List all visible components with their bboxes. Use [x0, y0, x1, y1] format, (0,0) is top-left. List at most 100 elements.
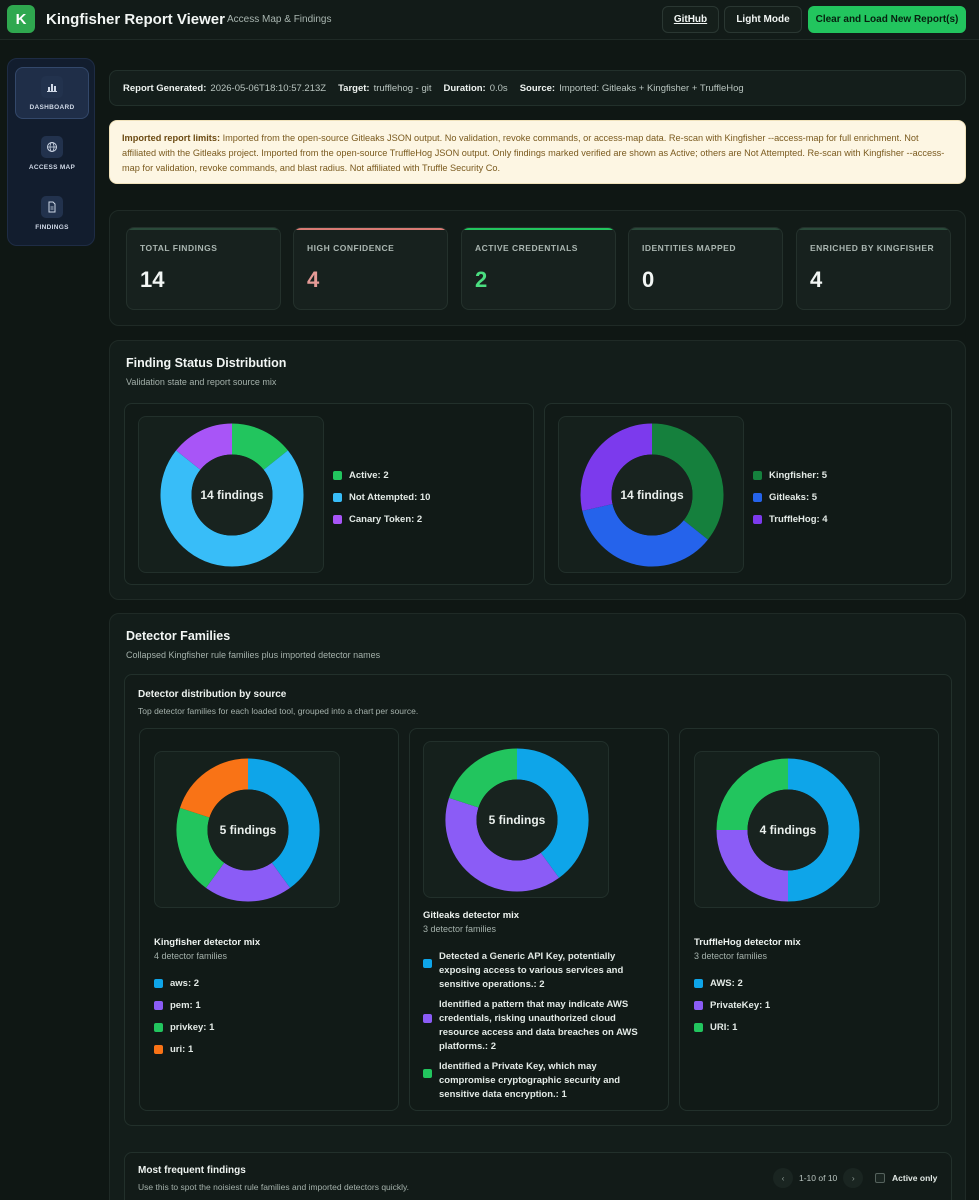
stat-high-confidence: HIGH CONFIDENCE 4	[293, 227, 448, 310]
donut-slice-gitleaks	[582, 503, 708, 567]
legend-item: Active: 2	[333, 470, 430, 481]
mix-subtitle: 3 detector families	[423, 924, 497, 934]
donut-slice-aws	[787, 758, 860, 902]
legend-swatch	[753, 515, 762, 524]
donut-slice-kingfisher	[651, 423, 724, 540]
source-label: Source:	[519, 82, 556, 94]
import-limits-notice: Imported report limits: Imported from th…	[109, 120, 966, 184]
status-legend: Active: 2 Not Attempted: 10 Canary Token…	[333, 470, 430, 536]
pagination: ‹ 1-10 of 10 ›	[773, 1168, 864, 1188]
panel-subtitle: Top detector families for each loaded to…	[138, 706, 419, 716]
status-donut	[160, 423, 304, 567]
donut-center-label: 14 findings	[200, 488, 264, 502]
gitleaks-donut-box: 5 findings	[423, 741, 609, 898]
duration-label: Duration:	[443, 82, 486, 94]
kingfisher-donut-box: 5 findings	[154, 751, 340, 908]
stat-total-findings: TOTAL FINDINGS 14	[126, 227, 281, 310]
legend-swatch	[753, 493, 762, 502]
app-logo: K	[7, 5, 35, 33]
donut-hole	[476, 779, 558, 861]
legend-swatch	[333, 515, 342, 524]
donut-slice-identified-a-private-key-which	[449, 748, 518, 809]
section-title: Detector Families	[126, 629, 231, 643]
mix-title: TruffleHog detector mix	[694, 937, 801, 948]
kingfisher-legend: aws: 2 pem: 1 privkey: 1 uri: 1	[154, 978, 214, 1066]
next-page-button[interactable]: ›	[843, 1168, 864, 1188]
stat-active-credentials: ACTIVE CREDENTIALS 2	[461, 227, 616, 310]
donut-center-label: 4 findings	[759, 823, 817, 837]
light-mode-button[interactable]: Light Mode	[724, 6, 802, 33]
clear-load-button[interactable]: Clear and Load New Report(s)	[808, 6, 966, 33]
legend-item: Canary Token: 2	[333, 514, 430, 525]
gitleaks-legend: Detected a Generic API Key, potentially …	[423, 950, 653, 1113]
section-title: Finding Status Distribution	[126, 356, 287, 370]
sidebar-item-label: ACCESS MAP	[28, 163, 76, 171]
mix-title: Kingfisher detector mix	[154, 937, 261, 948]
legend-item: PrivateKey: 1	[694, 1000, 770, 1011]
detector-families-section: Detector Families Collapsed Kingfisher r…	[109, 613, 966, 1200]
bar-chart-icon	[41, 75, 63, 98]
kingfisher-donut	[176, 758, 320, 902]
legend-item: TruffleHog: 4	[753, 514, 828, 525]
legend-item: privkey: 1	[154, 1022, 214, 1033]
legend-item: Gitleaks: 5	[753, 492, 828, 503]
trufflehog-donut	[716, 758, 860, 902]
donut-slice-trufflehog	[580, 423, 653, 511]
sidebar-item-findings[interactable]: FINDINGS	[15, 187, 89, 239]
trufflehog-donut-box: 4 findings	[694, 751, 880, 908]
legend-item: Identified a pattern that may indicate A…	[423, 998, 653, 1054]
donut-slice-not-attempted	[160, 450, 304, 567]
target-label: Target:	[338, 82, 370, 94]
donut-slice-canary-token	[176, 423, 233, 471]
sidebar-item-label: FINDINGS	[35, 223, 69, 231]
donut-slice-pem	[205, 862, 291, 902]
legend-item: pem: 1	[154, 1000, 214, 1011]
prev-page-button[interactable]: ‹	[773, 1168, 793, 1188]
source-donut	[580, 423, 724, 567]
duration-value: 0.0s	[489, 82, 508, 94]
section-subtitle: Validation state and report source mix	[126, 377, 277, 387]
sidebar-item-access-map[interactable]: ACCESS MAP	[15, 127, 89, 179]
most-frequent-panel: Most frequent findings Use this to spot …	[124, 1152, 952, 1200]
source-value: Imported: Gitleaks + Kingfisher + Truffl…	[559, 82, 744, 94]
status-distribution-section: Finding Status Distribution Validation s…	[109, 340, 966, 600]
trufflehog-legend: AWS: 2 PrivateKey: 1 URI: 1	[694, 978, 770, 1044]
donut-center-label: 5 findings	[219, 823, 277, 837]
legend-item: aws: 2	[154, 978, 214, 989]
github-button[interactable]: GitHub	[662, 6, 719, 33]
legend-swatch	[333, 471, 342, 480]
source-chart-panel: 14 findings Kingfisher: 5 Gitleaks: 5 Tr…	[544, 403, 952, 585]
source-legend: Kingfisher: 5 Gitleaks: 5 TruffleHog: 4	[753, 470, 828, 536]
donut-hole	[611, 454, 693, 536]
section-subtitle: Collapsed Kingfisher rule families plus …	[126, 650, 381, 660]
sidebar: DASHBOARD ACCESS MAP FINDINGS	[7, 58, 95, 246]
legend-item: uri: 1	[154, 1044, 214, 1055]
mix-subtitle: 4 detector families	[154, 951, 228, 961]
stat-enriched: ENRICHED BY KINGFISHER 4	[796, 227, 951, 310]
notice-text: Imported from the open-source Gitleaks J…	[122, 133, 945, 173]
active-only-filter[interactable]: Active only	[875, 1168, 937, 1188]
frequent-title: Most frequent findings	[138, 1165, 246, 1176]
app-title: Kingfisher Report Viewer	[46, 11, 225, 28]
stat-identities-mapped: IDENTITIES MAPPED 0	[628, 227, 783, 310]
active-only-checkbox[interactable]	[875, 1173, 885, 1183]
active-only-label: Active only	[892, 1173, 938, 1183]
notice-heading: Imported report limits:	[122, 133, 221, 143]
target-value: trufflehog - git	[373, 82, 432, 94]
source-donut-box: 14 findings	[558, 416, 744, 573]
page-range: 1-10 of 10	[799, 1173, 838, 1183]
donut-slice-uri	[716, 758, 789, 831]
report-meta: Report Generated: 2026-05-06T18:10:57.21…	[109, 70, 966, 106]
legend-swatch	[753, 471, 762, 480]
sidebar-item-dashboard[interactable]: DASHBOARD	[15, 67, 89, 119]
donut-slice-uri	[180, 758, 249, 819]
donut-slice-detected-a-generic-api-key-pot	[516, 748, 589, 878]
kingfisher-detector-card: 5 findings Kingfisher detector mix 4 det…	[139, 728, 399, 1111]
app-subtitle: Access Map & Findings	[227, 14, 332, 25]
donut-center-label: 14 findings	[620, 488, 684, 502]
frequent-subtitle: Use this to spot the noisiest rule famil…	[138, 1182, 410, 1192]
legend-item: Kingfisher: 5	[753, 470, 828, 481]
donut-hole	[747, 789, 829, 871]
legend-item: Detected a Generic API Key, potentially …	[423, 950, 653, 992]
status-donut-box: 14 findings	[138, 416, 324, 573]
